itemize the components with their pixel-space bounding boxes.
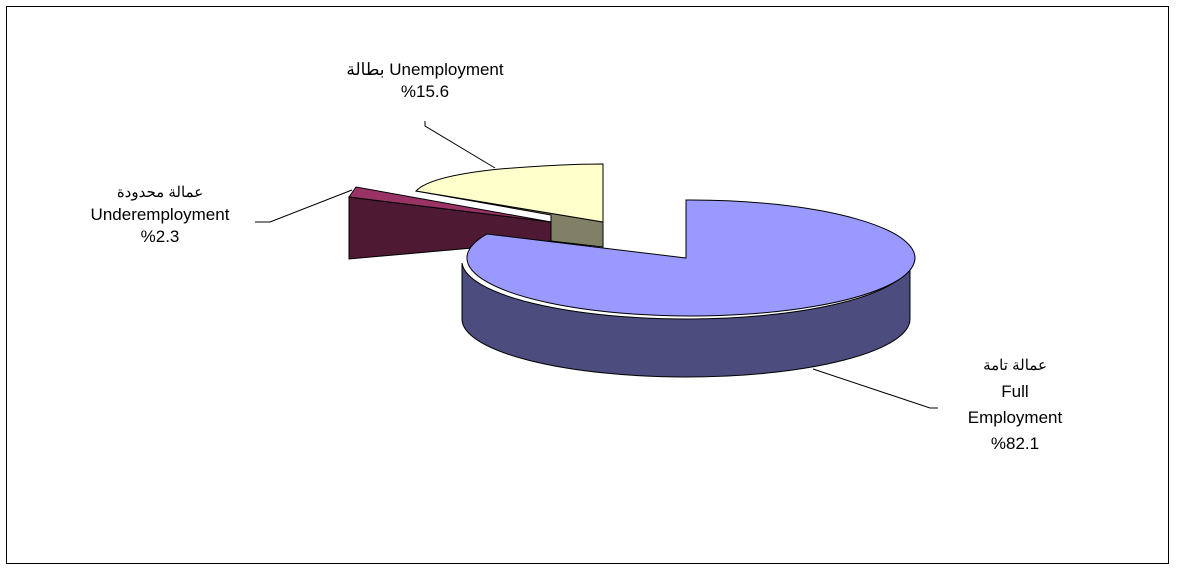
label-full-employment-pct: %82.1 [990,434,1040,453]
label-underemployment-pct: %2.3 [140,227,180,246]
leader-line-full-employment [812,368,938,409]
slice-unemployment-top [414,163,604,223]
label-unemployment: بطالة Unemployment %15.6 [310,59,540,103]
label-full-employment-en: Full [1001,382,1029,401]
label-unemployment-ar: بطالة [346,60,385,79]
slice-unemployment [414,163,604,248]
label-underemployment-ar: عمالة محدودة [116,184,204,201]
slice-underemployment-top [348,186,552,223]
label-unemployment-en: Unemployment [389,60,504,79]
leader-line-unemployment [424,121,496,169]
slice-full-employment-top [466,199,916,317]
label-full-employment: عمالة تامة Full Employment %82.1 [935,355,1095,455]
slice-full-employment [461,199,916,378]
label-full-employment-en2: Employment [967,408,1063,427]
label-unemployment-pct: %15.6 [400,82,450,101]
label-full-employment-ar: عمالة تامة [983,357,1047,374]
label-underemployment: عمالة محدودة Underemployment %2.3 [60,182,260,248]
leader-line-underemployment [255,189,353,223]
slice-full-employment-side [461,258,911,378]
label-underemployment-en: Underemployment [90,205,230,224]
